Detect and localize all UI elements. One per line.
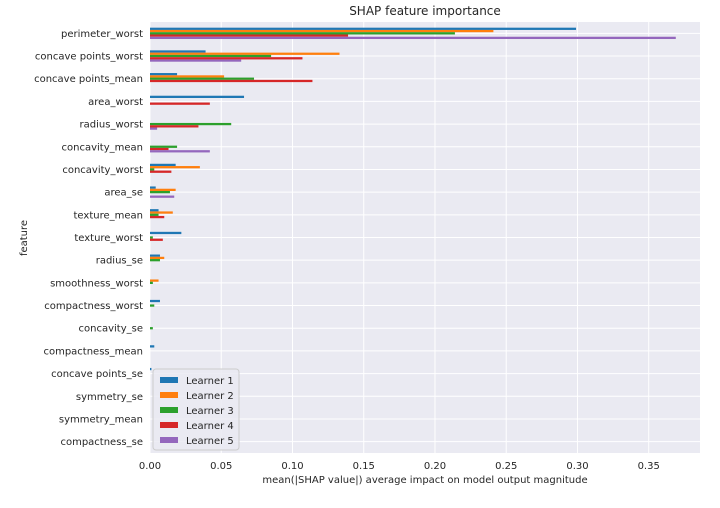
bar [150, 279, 159, 282]
y-tick-label: symmetry_se [76, 392, 143, 403]
x-tick-label: 0.00 [139, 461, 161, 472]
legend-label: Learner 2 [186, 391, 234, 402]
legend-label: Learner 3 [186, 406, 234, 417]
y-tick-label: concave points_mean [34, 74, 143, 85]
bar [150, 186, 156, 189]
x-tick-label: 0.30 [566, 461, 588, 472]
bar [150, 52, 340, 55]
x-tick-label: 0.10 [281, 461, 303, 472]
bar [150, 299, 160, 303]
bar [150, 122, 232, 126]
bar [150, 54, 272, 58]
bar [150, 281, 153, 285]
x-tick-label: 0.05 [210, 461, 232, 472]
y-tick-label: perimeter_worst [61, 29, 143, 40]
y-tick-label: symmetry_mean [59, 414, 143, 425]
y-tick-label: radius_worst [80, 120, 144, 131]
y-tick-label: concave points_worst [35, 52, 143, 63]
bar [150, 166, 200, 169]
bar [150, 145, 178, 148]
bar [150, 127, 158, 130]
bar [150, 190, 170, 194]
bar [150, 59, 242, 62]
bar [150, 231, 182, 235]
bar [150, 150, 210, 153]
bar [150, 238, 163, 241]
y-tick-label: concavity_mean [62, 142, 143, 153]
bar [150, 50, 206, 53]
bar [150, 168, 155, 171]
bar [150, 57, 303, 60]
bar [150, 29, 494, 33]
y-tick-label: area_worst [88, 97, 143, 108]
bar [150, 215, 165, 219]
bar [150, 77, 255, 80]
legend-swatch [160, 437, 178, 443]
y-tick-label: concave points_se [51, 369, 143, 380]
legend-swatch [160, 407, 178, 413]
bar [150, 34, 349, 37]
bar [150, 259, 160, 262]
bar [150, 304, 155, 307]
bar [150, 27, 577, 30]
x-tick-label: 0.20 [424, 461, 446, 472]
legend-swatch [160, 377, 178, 383]
bar [150, 211, 173, 214]
x-tick-label: 0.35 [638, 461, 660, 472]
x-tick-labels: 0.00 0.05 0.10 0.15 0.20 0.25 0.30 0.35 [139, 461, 660, 472]
x-axis-label: mean(|SHAP value|) average impact on mod… [262, 475, 587, 486]
bar [150, 36, 676, 40]
x-tick-label: 0.25 [495, 461, 517, 472]
y-tick-label: texture_worst [74, 233, 143, 244]
bar [150, 213, 159, 216]
y-tick-label: radius_se [96, 256, 143, 267]
bar [150, 79, 313, 83]
legend-label: Learner 4 [186, 421, 234, 432]
bar [150, 209, 159, 212]
chart-title: SHAP feature importance [349, 4, 501, 18]
bar [150, 73, 178, 76]
bar [150, 163, 176, 167]
bar [150, 367, 152, 371]
bar [150, 256, 165, 260]
legend-frame [152, 368, 240, 451]
y-tick-label: compactness_se [60, 437, 143, 448]
x-tick-label: 0.15 [353, 461, 375, 472]
bar [150, 236, 153, 239]
bars [150, 27, 676, 371]
bar [150, 188, 176, 191]
y-tick-label: concavity_worst [62, 165, 143, 176]
bar [150, 195, 175, 198]
bar [150, 95, 245, 98]
y-tick-label: concavity_se [79, 324, 143, 335]
legend-swatch [160, 392, 178, 398]
bar [150, 254, 160, 257]
bar [150, 345, 155, 348]
bar [150, 75, 225, 78]
legend-label: Learner 1 [186, 376, 234, 387]
legend-label: Learner 5 [186, 436, 234, 447]
y-tick-label: area_se [104, 188, 143, 199]
legend-swatch [160, 422, 178, 428]
y-axis-label: feature [19, 220, 30, 256]
y-tick-label: texture_mean [74, 210, 143, 221]
y-tick-label: compactness_worst [44, 301, 143, 312]
bar [150, 102, 210, 105]
bar [150, 32, 455, 35]
bar [150, 147, 169, 151]
legend: Learner 1 Learner 2 Learner 3 Learner 4 Lear… [152, 368, 240, 451]
y-tick-label: compactness_mean [43, 346, 143, 357]
bar [150, 327, 153, 330]
bar [150, 170, 172, 173]
bar [150, 125, 199, 128]
y-tick-label: smoothness_worst [50, 278, 143, 289]
